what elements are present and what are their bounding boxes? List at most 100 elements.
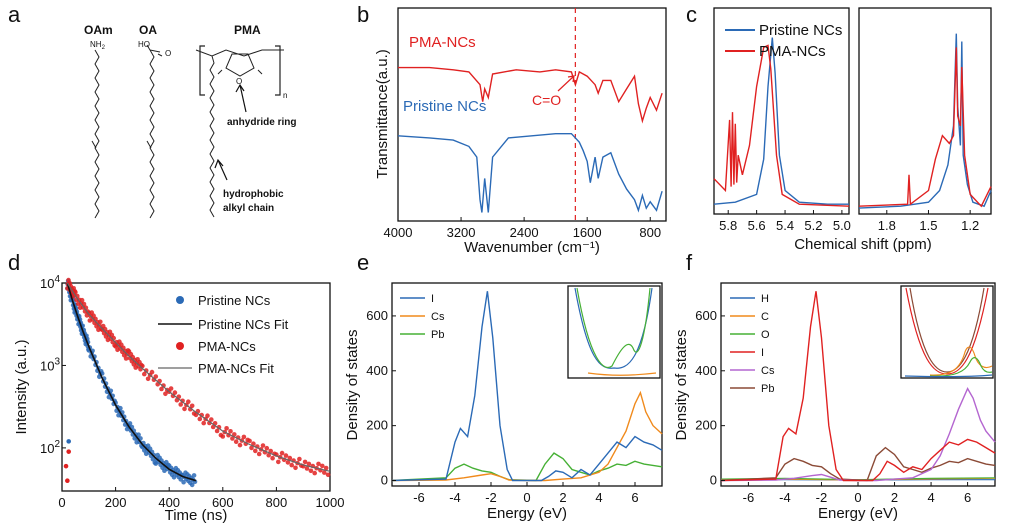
pb-dos-line bbox=[391, 452, 663, 482]
panel-c-x-title: Chemical shift (ppm) bbox=[794, 236, 932, 253]
data-point bbox=[276, 459, 281, 465]
data-point bbox=[323, 465, 329, 471]
x-tick-label: 5.4 bbox=[776, 218, 794, 233]
legend-i: I bbox=[431, 293, 434, 305]
data-point bbox=[182, 406, 187, 412]
data-point bbox=[249, 445, 254, 451]
data-point bbox=[253, 448, 258, 454]
cs-dos-line bbox=[720, 387, 996, 482]
carbonyl-label: C=O bbox=[532, 92, 561, 108]
data-point bbox=[224, 426, 229, 431]
data-point bbox=[266, 452, 272, 458]
panel-f-y-title: Density of states bbox=[673, 330, 690, 441]
data-point bbox=[145, 376, 151, 382]
data-point bbox=[205, 413, 210, 419]
x-tick-label: 5.2 bbox=[804, 218, 822, 233]
data-point bbox=[149, 369, 155, 375]
ho-label: HO bbox=[138, 40, 150, 49]
x-tick-label: 1.8 bbox=[878, 218, 896, 233]
data-point bbox=[297, 456, 302, 462]
data-point bbox=[201, 420, 206, 426]
panel-e-inset-frame bbox=[567, 285, 661, 379]
pma-ncs-nmr-right bbox=[858, 47, 992, 208]
data-point bbox=[150, 456, 156, 462]
x-tick-label: 5.0 bbox=[833, 218, 851, 233]
y-tick-label: 600 bbox=[695, 308, 717, 323]
oam-label: OAm bbox=[84, 23, 113, 37]
inset-c-curve bbox=[929, 346, 993, 376]
inset-h-curve bbox=[904, 374, 993, 378]
carbonyl-o-label: O bbox=[165, 49, 171, 58]
legend-marker-pma bbox=[176, 342, 184, 350]
data-point bbox=[127, 421, 133, 426]
pma-label: PMA bbox=[234, 23, 261, 37]
ring-o-label: O bbox=[236, 77, 242, 86]
x-tick-label: 6 bbox=[964, 490, 971, 505]
data-point bbox=[143, 368, 149, 373]
x-tick-label: 5.8 bbox=[719, 218, 737, 233]
outlier-point bbox=[65, 478, 70, 483]
panel-c-left-frame bbox=[713, 7, 850, 215]
panel-e-y-title: Density of states bbox=[344, 330, 361, 441]
panel-b: b PMA-NCs Pristine NCs C=O 4000 3200 2400 1… bbox=[357, 2, 667, 256]
data-point bbox=[230, 436, 235, 441]
cs-dos-line bbox=[391, 390, 663, 482]
data-point bbox=[209, 417, 214, 422]
data-point bbox=[251, 441, 256, 447]
x-tick-label: 0 bbox=[854, 490, 861, 505]
panel-letter-f: f bbox=[686, 250, 693, 275]
legend-pma-ncs: PMA-NCs bbox=[198, 339, 256, 354]
panel-f-y-ticks: 0 200 400 600 bbox=[695, 308, 725, 488]
inset-pb-curve bbox=[576, 287, 651, 368]
data-point bbox=[189, 403, 195, 409]
panel-c-left-x-ticks: 5.8 5.6 5.4 5.2 5.0 bbox=[719, 210, 851, 233]
y-tick-label: 0 bbox=[710, 473, 717, 488]
panel-b-x-title: Wavenumber (cm⁻¹) bbox=[464, 239, 600, 256]
data-point bbox=[293, 465, 298, 471]
data-point bbox=[264, 445, 270, 451]
inset-pb-curve bbox=[909, 287, 985, 373]
legend-pristine-ncs: Pristine NCs bbox=[759, 22, 842, 39]
panel-d-x-title: Time (ns) bbox=[165, 507, 228, 523]
x-tick-label: 1.5 bbox=[919, 218, 937, 233]
data-point bbox=[214, 428, 220, 434]
legend-pb: Pb bbox=[761, 383, 774, 395]
pb-dos-line bbox=[720, 446, 996, 482]
panel-c-right-x-ticks: 1.8 1.5 1.2 bbox=[878, 210, 979, 233]
data-point bbox=[172, 390, 178, 395]
data-point bbox=[180, 398, 185, 404]
panel-e-y-ticks: 0 200 400 600 bbox=[366, 308, 396, 488]
data-point bbox=[189, 482, 195, 488]
data-point bbox=[312, 470, 318, 476]
data-point bbox=[161, 383, 166, 388]
panel-d-legend: Pristine NCs Pristine NCs Fit PMA-NCs PM… bbox=[158, 293, 289, 376]
x-tick-label: 5.6 bbox=[748, 218, 766, 233]
y-tick-label: 102 bbox=[40, 439, 60, 456]
data-point bbox=[159, 386, 164, 392]
panel-d-x-ticks: 0 200 400 600 800 1000 bbox=[58, 487, 344, 510]
panel-c: c Pristine NCs PMA-NCs 5.8 5.6 5.4 5.2 5.0 1… bbox=[686, 2, 992, 253]
data-point bbox=[168, 386, 174, 391]
data-point bbox=[197, 416, 203, 422]
pristine-ncs-spectrum bbox=[397, 133, 663, 213]
data-point bbox=[178, 402, 183, 407]
data-point bbox=[79, 297, 85, 303]
x-tick-label: 2400 bbox=[510, 225, 539, 240]
data-point bbox=[285, 460, 291, 465]
data-point bbox=[220, 434, 226, 439]
panel-c-right-frame bbox=[858, 7, 992, 215]
panel-d: d Pristine NCs Pristine NCs Fit PMA-NCs … bbox=[8, 250, 344, 523]
panel-f-legend: H C O I Cs Pb bbox=[730, 293, 775, 395]
panel-letter-c: c bbox=[686, 2, 697, 27]
legend-h: H bbox=[761, 293, 769, 305]
data-point bbox=[241, 434, 247, 440]
legend-cs: Cs bbox=[431, 311, 445, 323]
panel-b-frame bbox=[397, 7, 667, 222]
data-point bbox=[118, 405, 123, 411]
x-tick-label: -4 bbox=[779, 490, 791, 505]
x-tick-label: -6 bbox=[413, 490, 425, 505]
data-point bbox=[232, 432, 237, 437]
x-tick-label: 600 bbox=[212, 495, 234, 510]
panel-a: a OAm OA PMA NH2 HO O n O anhydride ring… bbox=[8, 2, 296, 219]
